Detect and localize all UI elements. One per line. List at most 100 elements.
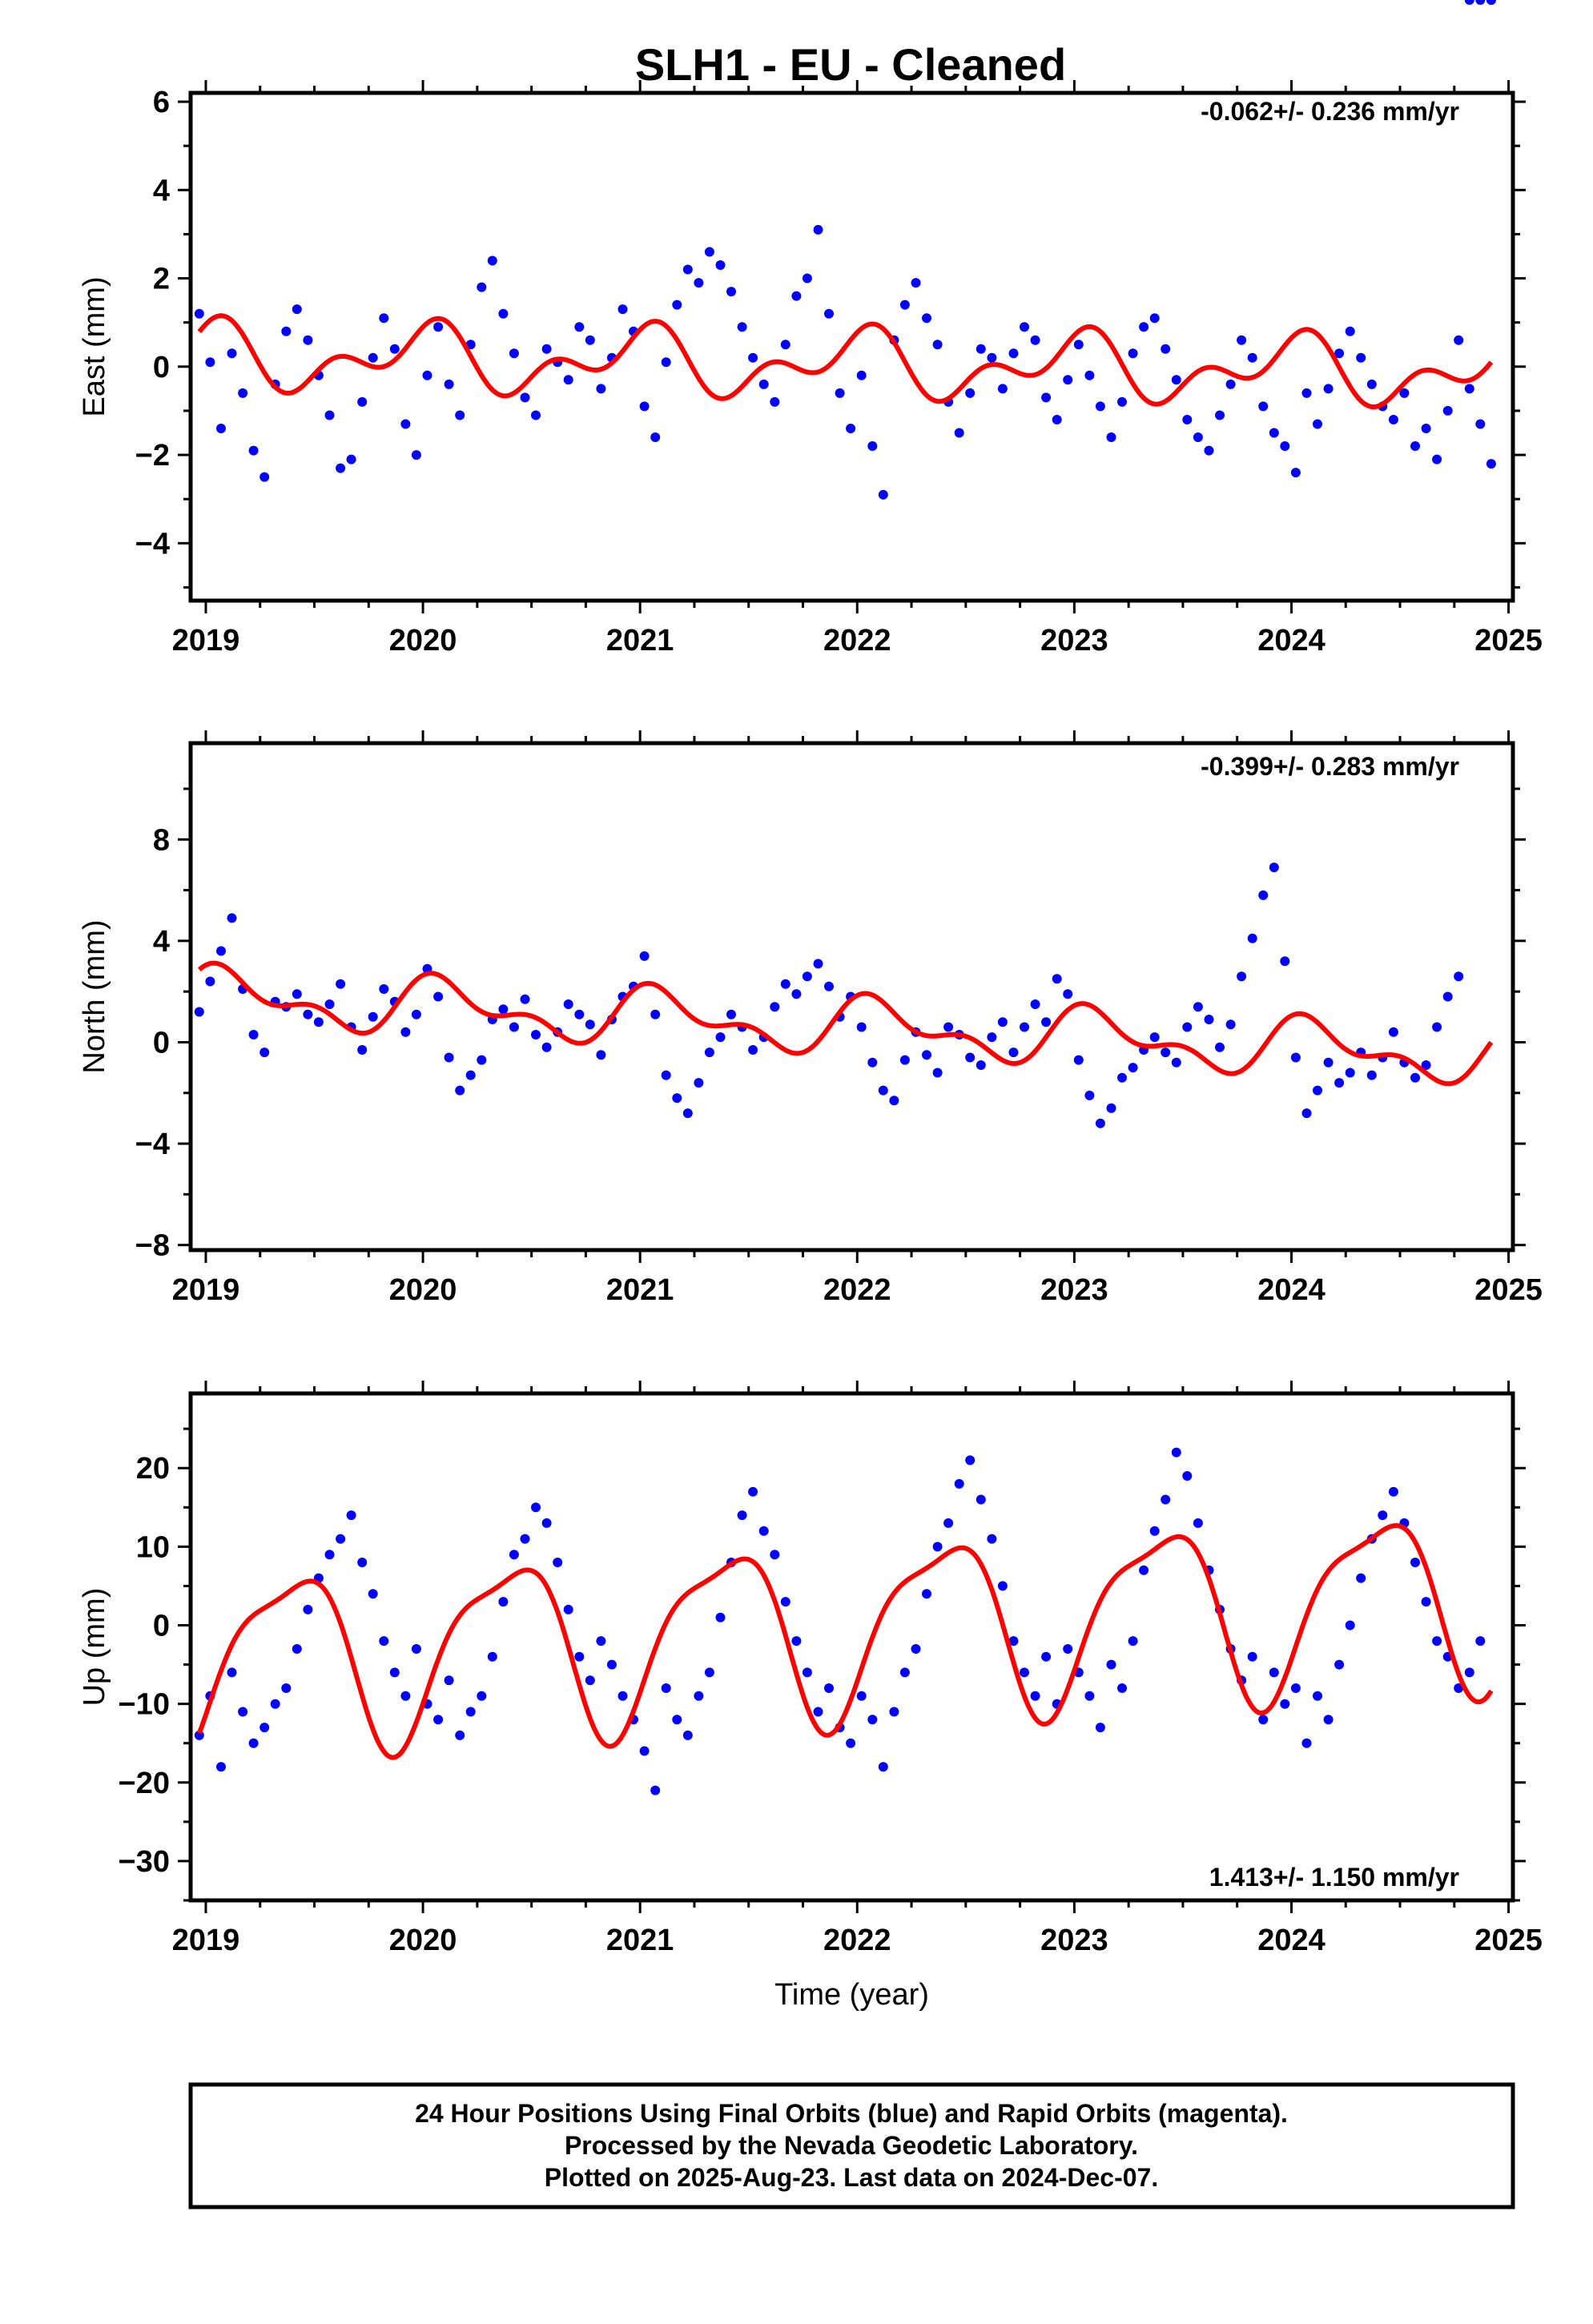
data-point — [1475, 419, 1486, 429]
seasonal-model-line — [196, 1522, 1494, 1760]
data-point — [1258, 890, 1269, 900]
data-point — [617, 1691, 628, 1701]
data-point — [1399, 388, 1410, 398]
data-point — [650, 432, 661, 442]
data-point — [1182, 1022, 1193, 1032]
data-point — [1269, 428, 1279, 438]
data-point — [1366, 379, 1377, 389]
data-point — [987, 1032, 997, 1043]
data-point — [1486, 0, 1496, 5]
data-point — [1193, 432, 1203, 442]
y-tick-label: 0 — [153, 351, 170, 384]
data-point — [1008, 1047, 1019, 1058]
data-point — [194, 1007, 204, 1017]
data-point — [1269, 1667, 1279, 1678]
data-point — [878, 1085, 888, 1096]
data-point — [661, 1683, 671, 1693]
y-tick-label: −4 — [135, 527, 170, 561]
data-point — [932, 340, 943, 350]
data-point — [1269, 862, 1279, 873]
data-point — [1215, 410, 1225, 420]
data-point — [846, 424, 856, 433]
data-point — [520, 994, 530, 1004]
data-point — [596, 384, 606, 394]
data-point — [813, 224, 823, 235]
data-point — [1323, 1715, 1334, 1725]
data-point — [997, 1017, 1008, 1027]
data-point — [813, 1707, 823, 1717]
data-point — [911, 1644, 921, 1654]
data-point — [1388, 1486, 1398, 1497]
data-point — [1117, 1683, 1127, 1693]
y-tick-label: 2 — [153, 263, 170, 296]
x-tick-label: 2019 — [172, 624, 240, 657]
data-point — [737, 322, 747, 332]
data-point — [1366, 1070, 1377, 1080]
data-point — [563, 999, 573, 1009]
data-point — [1464, 0, 1474, 5]
data-point — [194, 308, 204, 319]
data-point — [791, 1636, 802, 1647]
data-point — [1345, 1068, 1355, 1078]
x-tick-label: 2025 — [1474, 1924, 1543, 1957]
data-point — [1237, 335, 1247, 345]
data-point — [357, 1045, 368, 1055]
data-point — [1280, 441, 1290, 451]
data-point — [248, 1738, 259, 1748]
data-point — [281, 326, 292, 336]
data-point — [368, 352, 378, 363]
data-point — [1421, 1597, 1431, 1607]
data-point — [1204, 445, 1214, 456]
x-tick-label: 2023 — [1040, 1273, 1108, 1307]
footer-line-2: Processed by the Nevada Geodetic Laborat… — [565, 2131, 1138, 2160]
data-point — [379, 1636, 389, 1647]
data-point — [1454, 335, 1464, 345]
chart-title: SLH1 - EU - Cleaned — [635, 39, 1066, 90]
x-tick-label: 2020 — [389, 1924, 457, 1957]
data-point — [748, 352, 758, 363]
data-point — [520, 1534, 530, 1544]
data-point — [336, 979, 346, 989]
data-point — [455, 1730, 465, 1740]
data-point — [1313, 419, 1322, 429]
data-point — [1432, 454, 1442, 464]
data-point — [704, 1667, 714, 1678]
data-point — [780, 1597, 790, 1607]
data-point — [444, 1675, 454, 1686]
data-point — [1454, 971, 1464, 982]
data-point — [238, 388, 248, 398]
y-tick-label: 0 — [153, 1026, 170, 1059]
x-tick-label: 2021 — [606, 624, 674, 657]
data-point — [639, 401, 650, 412]
data-point — [1041, 1017, 1052, 1027]
data-point — [1084, 370, 1095, 380]
y-tick-label: −10 — [119, 1688, 170, 1722]
data-point — [932, 1068, 943, 1078]
x-tick-label: 2019 — [172, 1924, 240, 1957]
y-tick-label: 4 — [153, 925, 170, 959]
data-point — [1280, 956, 1290, 967]
data-point — [336, 463, 346, 473]
data-point — [292, 989, 302, 999]
data-point — [1041, 392, 1052, 403]
data-point — [1030, 1691, 1040, 1701]
data-point — [531, 410, 541, 420]
data-point — [943, 1518, 954, 1528]
data-point — [770, 1002, 780, 1012]
data-point — [411, 1009, 421, 1019]
data-point — [303, 1009, 313, 1019]
data-point — [248, 1030, 259, 1039]
data-point — [1432, 1022, 1442, 1032]
data-point — [1128, 1636, 1138, 1647]
data-point — [1161, 1047, 1171, 1058]
data-point — [965, 1052, 976, 1063]
data-point — [433, 322, 444, 332]
data-point — [1161, 344, 1171, 354]
data-point — [444, 1052, 454, 1063]
data-point — [1345, 326, 1355, 336]
y-tick-label: −2 — [135, 439, 170, 472]
data-point — [1334, 1659, 1345, 1670]
data-point — [411, 1644, 421, 1654]
data-point — [1410, 1558, 1420, 1567]
data-point — [1095, 1118, 1105, 1128]
